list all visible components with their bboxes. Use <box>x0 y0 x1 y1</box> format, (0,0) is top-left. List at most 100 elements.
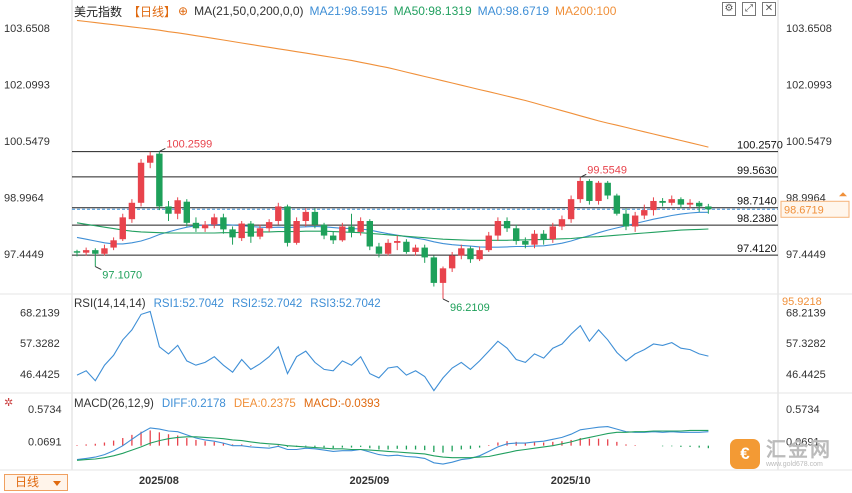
macd-header: MACD(26,12,9) DIFF:0.2178 DEA:0.2375 MAC… <box>74 398 380 410</box>
candle-body <box>540 233 547 240</box>
rsi-top-label: 95.9218 <box>782 296 822 308</box>
annotation-pointer <box>442 298 450 303</box>
close-icon[interactable]: ✕ <box>762 2 776 16</box>
rsi-tick-left: 46.4425 <box>20 369 60 381</box>
rsi-tick-right: 57.3282 <box>786 338 826 350</box>
price-tick-right: 102.0993 <box>786 79 832 91</box>
price-tick-left: 97.4449 <box>4 249 44 261</box>
candle-body <box>421 247 428 258</box>
period-select[interactable]: 日线 <box>4 474 68 491</box>
main-chart-header: 美元指数 【日线】 ⊕ MA(21,50,0,200,0,0) MA21:98.… <box>74 3 622 19</box>
window-controls: ⚙ ⤢ ✕ <box>722 2 776 16</box>
level-label: 100.2570 <box>737 140 783 152</box>
rsi-header: RSI(14,14,14) RSI1:52.7042 RSI2:52.7042 … <box>74 298 381 310</box>
candle-body <box>558 219 566 227</box>
candle-body <box>366 221 373 247</box>
candle-body <box>494 221 502 236</box>
candle-body <box>73 251 81 253</box>
annotation-label: 100.2599 <box>166 138 212 150</box>
candle-body <box>330 235 337 241</box>
current-value-box <box>780 200 850 218</box>
candle-body <box>302 211 309 221</box>
fullscreen-icon[interactable]: ⤢ <box>742 2 756 16</box>
x-axis-label: 2025/08 <box>139 475 179 487</box>
rsi2-value: RSI2:52.7042 <box>231 298 303 310</box>
candle-body <box>659 200 666 203</box>
candle-body <box>668 199 675 203</box>
candle-body <box>641 210 648 216</box>
rsi-tick-right: 46.4425 <box>786 369 826 381</box>
macd-tick-left: 0.5734 <box>28 404 62 416</box>
candle-body <box>522 241 529 245</box>
candle-body <box>622 213 630 227</box>
level-label: 97.4120 <box>737 243 777 255</box>
candle-body <box>128 202 136 220</box>
annotation-label: 96.2109 <box>450 302 490 314</box>
watermark-logo: € <box>730 439 760 469</box>
candle-body <box>696 202 703 207</box>
ma-params[interactable]: MA(21,50,0,200,0,0) <box>194 4 304 18</box>
candle-body <box>82 250 90 253</box>
price-tick-left: 102.0993 <box>4 79 50 91</box>
candle-body <box>265 222 273 229</box>
rsi-tick-left: 68.2139 <box>20 307 60 319</box>
add-icon[interactable]: ⊕ <box>178 4 189 18</box>
ma50-value: MA50:98.1319 <box>393 4 472 18</box>
current-value-label: 98.6719 <box>784 204 824 216</box>
ma200-value: MA200:100 <box>555 4 617 18</box>
rsi-line <box>76 310 709 392</box>
candle-body <box>531 233 538 245</box>
candle-body <box>613 195 621 214</box>
candle-body <box>375 246 383 254</box>
rsi-tick-right: 68.2139 <box>786 307 826 319</box>
gear-icon[interactable]: ✲ <box>4 397 14 409</box>
macd-tick-left: 0.0691 <box>28 436 62 448</box>
candle-body <box>137 162 145 203</box>
candle-body <box>503 221 511 229</box>
candle-body <box>119 217 126 240</box>
level-label: 98.7140 <box>737 196 777 208</box>
candle-body <box>110 240 117 248</box>
candle-body <box>357 221 364 232</box>
candle-body <box>394 241 401 243</box>
settings-icon[interactable]: ⚙ <box>722 2 736 16</box>
price-tick-left: 98.9964 <box>4 192 44 204</box>
rsi-name[interactable]: RSI(14,14,14) <box>74 298 146 310</box>
candle-body <box>448 255 456 269</box>
x-axis-label: 2025/09 <box>350 475 390 487</box>
candle-body <box>174 200 181 214</box>
ma0-value: MA0:98.6719 <box>477 4 550 18</box>
annotation-pointer <box>159 148 166 152</box>
macd-tick-right: 0.0691 <box>786 436 820 448</box>
price-tick-left: 103.6508 <box>4 23 50 35</box>
macd-line-dea <box>76 429 709 461</box>
period-tag[interactable]: 【日线】 <box>128 4 177 19</box>
candle-body <box>220 217 227 230</box>
candle-body <box>192 222 200 229</box>
candle-body <box>311 211 319 225</box>
candle-body <box>458 248 465 256</box>
candle-body <box>467 248 474 260</box>
annotation-label: 97.1070 <box>102 270 142 282</box>
ma-line-ma50 <box>76 222 709 241</box>
candle-body <box>339 226 346 241</box>
watermark-url: www.gold678.com <box>766 461 823 468</box>
candle-body <box>384 242 392 254</box>
candle-body <box>275 206 282 221</box>
candle-body <box>403 241 410 252</box>
macd-name[interactable]: MACD(26,12,9) <box>74 398 154 410</box>
candle-body <box>201 224 209 229</box>
candle-body <box>293 221 300 243</box>
candle-body <box>101 248 108 254</box>
candle-body <box>238 223 245 239</box>
diff-value: DIFF:0.2178 <box>161 398 226 410</box>
candle-body <box>595 182 602 201</box>
annotation-label: 99.5549 <box>587 164 627 176</box>
price-tick-right: 103.6508 <box>786 23 832 35</box>
candle-body <box>631 215 639 227</box>
candle-body <box>348 226 355 232</box>
rsi3-value: RSI3:52.7042 <box>310 298 381 310</box>
level-label: 98.2380 <box>737 213 777 225</box>
